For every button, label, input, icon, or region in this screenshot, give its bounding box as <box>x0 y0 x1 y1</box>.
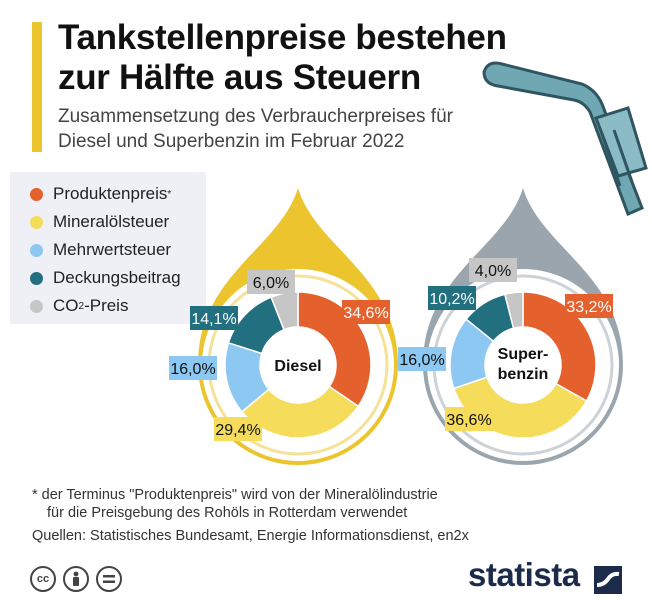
diesel-data-label-produktenpreis: 34,6% <box>343 305 388 322</box>
diesel-title: Diesel <box>274 358 321 375</box>
superbenzin-data-label-mineraloelsteuer: 36,6% <box>446 412 491 429</box>
superbenzin-data-label-mehrwertsteuer: 16,0% <box>399 352 444 369</box>
statista-mark-icon <box>594 566 622 594</box>
legend-dot-icon <box>30 243 43 257</box>
no-derivatives-icon[interactable] <box>96 566 122 592</box>
diesel-data-label-deckungsbeitrag: 14,1% <box>191 311 236 328</box>
footnote: * der Terminus "Produktenpreis" wird von… <box>32 487 438 521</box>
superbenzin-label-box-co2-preis <box>469 258 517 282</box>
diesel-data-label-mineraloelsteuer: 29,4% <box>215 422 260 439</box>
donut-charts: Diesel 34,6% 29,4% 16,0% 14,1% 6,0% Super-benz… <box>169 188 623 465</box>
superbenzin-title-line1: Super- <box>498 346 549 363</box>
legend-item-mineraloelsteuer: Mineralölsteuer <box>30 210 169 234</box>
superbenzin-center <box>485 327 561 403</box>
legend-dot-icon <box>30 271 43 285</box>
person-icon <box>73 571 79 586</box>
diesel-label-box-deckungsbeitrag <box>190 306 238 330</box>
page-title: Tankstellenpreise bestehen zur Hälfte au… <box>58 18 507 97</box>
superbenzin-label-box-mineraloelsteuer <box>445 407 493 431</box>
superbenzin-label-box-mehrwertsteuer <box>398 347 446 371</box>
license-icons: cc <box>30 566 122 592</box>
equals-icon <box>103 575 115 583</box>
diesel-label-box-produktenpreis <box>342 300 390 324</box>
legend-item-co2-preis: CO 2 -Preis <box>30 294 128 318</box>
legend-item-deckungsbeitrag: Deckungsbeitrag <box>30 266 181 290</box>
sources: Quellen: Statistisches Bundesamt, Energi… <box>32 528 469 544</box>
diesel-label-box-mehrwertsteuer <box>169 356 217 380</box>
diesel-data-label-mehrwertsteuer: 16,0% <box>170 361 215 378</box>
legend-item-mehrwertsteuer: Mehrwertsteuer <box>30 238 171 262</box>
superbenzin-data-label-produktenpreis: 33,2% <box>566 299 611 316</box>
attribution-icon[interactable] <box>63 566 89 592</box>
diesel-data-label-co2-preis: 6,0% <box>253 275 289 292</box>
superbenzin-data-label-co2-preis: 4,0% <box>475 263 511 280</box>
superbenzin-data-label-deckungsbeitrag: 10,2% <box>429 291 474 308</box>
superbenzin-label-box-deckungsbeitrag <box>428 286 476 310</box>
legend-dot-icon <box>30 299 43 313</box>
legend: Produktenpreis * Mineralölsteuer Mehrwert… <box>10 172 206 324</box>
diesel-label-box-co2-preis <box>247 270 295 294</box>
legend-dot-icon <box>30 187 43 201</box>
diesel-label-box-mineraloelsteuer <box>214 417 262 441</box>
superbenzin-label-box-produktenpreis <box>565 294 613 318</box>
fuel-nozzle-icon <box>482 61 648 216</box>
page-subtitle: Zusammensetzung des Verbraucherpreises f… <box>58 106 453 152</box>
legend-item-produktenpreis: Produktenpreis * <box>30 182 171 206</box>
diesel-center <box>260 327 336 403</box>
cc-icon[interactable]: cc <box>30 566 56 592</box>
statista-logo[interactable]: statista <box>468 556 580 593</box>
legend-dot-icon <box>30 215 43 229</box>
title-accent-bar <box>32 22 42 152</box>
superbenzin-title-line2: benzin <box>498 366 549 383</box>
